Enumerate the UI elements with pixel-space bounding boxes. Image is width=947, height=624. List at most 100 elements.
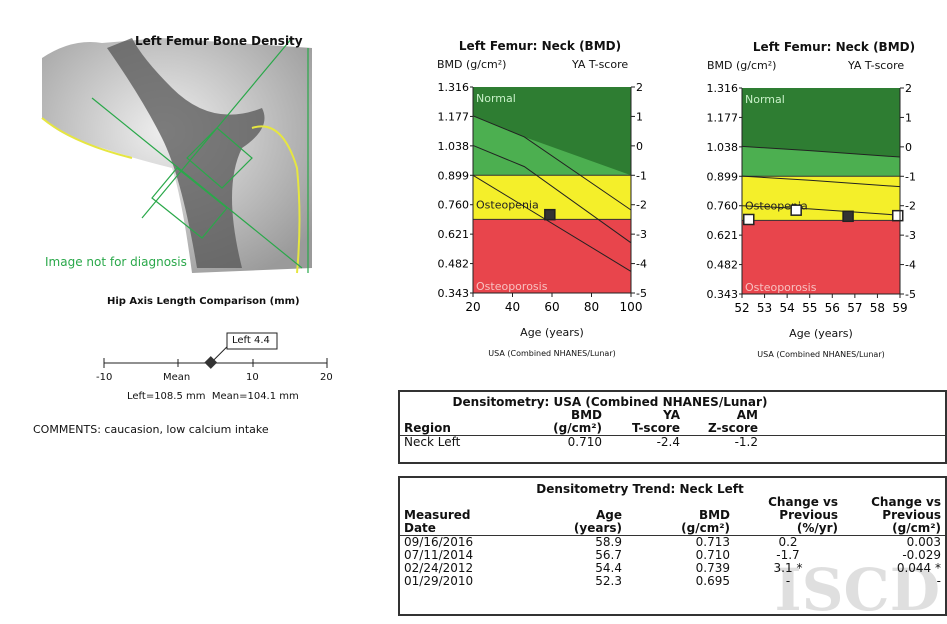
cell-pct: 3.1 * xyxy=(773,561,803,575)
y-tick-label: 1.038 xyxy=(707,141,739,154)
x-tick-label: 58 xyxy=(870,301,885,315)
reference-source: USA (Combined NHANES/Lunar) xyxy=(757,350,885,359)
header-bmd: BMD xyxy=(698,508,730,522)
y-tick-label: 0.760 xyxy=(707,200,739,213)
hip-tick-label: 20 xyxy=(320,372,333,383)
y-tick-label: 1.177 xyxy=(438,110,470,123)
y-tick-label: 0.899 xyxy=(707,170,739,183)
header-bmd-unit: (g/cm²) xyxy=(681,521,730,535)
image-disclaimer: Image not for diagnosis xyxy=(45,255,187,269)
cell-tscore: -2.4 xyxy=(606,435,684,449)
y-tick-label: 0.899 xyxy=(438,169,470,182)
x-tick-label: 40 xyxy=(505,300,520,314)
y-tick-label: 0.482 xyxy=(707,259,739,272)
reference-curve xyxy=(472,144,632,244)
header-tscore: T-score xyxy=(632,421,680,435)
densitometry-title: Densitometry: USA (Combined NHANES/Lunar… xyxy=(452,395,768,409)
x-tick-label: 80 xyxy=(584,300,599,314)
header-measured: Measured xyxy=(404,508,471,522)
cell-age: 54.4 xyxy=(595,561,622,575)
chart-title: Left Femur: Neck (BMD) xyxy=(752,40,916,54)
cell-date: 07/11/2014 xyxy=(404,548,474,562)
y2-tick-label: -4 xyxy=(636,258,647,271)
y2-tick-label: -3 xyxy=(905,229,916,242)
header-region: Region xyxy=(404,421,451,435)
y2-tick-label: -2 xyxy=(905,200,916,213)
cell-bmd: 0.710 xyxy=(695,548,730,562)
x-tick-label: 55 xyxy=(802,301,817,315)
header-am: AM xyxy=(736,408,758,422)
zone-label: Osteoporosis xyxy=(745,281,817,294)
cell-date: 02/24/2012 xyxy=(404,561,474,575)
table-row: 09/16/2016 58.9 0.713 0.2 0.003 xyxy=(400,535,945,549)
comments: COMMENTS: caucasion, low calcium intake xyxy=(33,423,269,436)
y2-tick-label: -3 xyxy=(636,228,647,241)
x-axis-label: Age (years) xyxy=(789,327,853,340)
cell-abs: -0.029 xyxy=(902,548,941,562)
x-axis-label: Age (years) xyxy=(520,326,584,339)
bmd-age-chart-lifetime: Left Femur: Neck (BMD) BMD (g/cm²) YA T-… xyxy=(420,30,660,370)
hip-tick-label: 10 xyxy=(246,372,259,383)
cell-bmd: 0.710 xyxy=(518,435,606,449)
cell-age: 58.9 xyxy=(528,535,626,549)
hip-axis-marker-label: Left 4.4 xyxy=(232,335,270,346)
x-tick-label: 54 xyxy=(780,301,795,315)
cell-zscore: -1.2 xyxy=(684,435,762,449)
x-tick-label: 59 xyxy=(892,301,907,315)
cell-abs: 0.003 xyxy=(842,535,945,549)
data-point xyxy=(891,209,904,222)
header-previous: Previous xyxy=(882,508,941,522)
table-row: 02/24/2012 54.4 0.739 3.1 * 0.044 * xyxy=(400,562,945,575)
y-tick-label: 1.177 xyxy=(707,111,739,124)
header-ya: YA xyxy=(663,408,680,422)
reference-curve xyxy=(741,145,901,158)
cell-pct: 0.2 xyxy=(734,535,842,549)
zone-label: Osteoporosis xyxy=(476,280,548,293)
cell-bmd: 0.713 xyxy=(626,535,734,549)
normal-reference-band xyxy=(473,115,631,176)
y-tick-label: 1.316 xyxy=(438,81,470,94)
header-age: Age xyxy=(595,508,622,522)
cell-region: Neck Left xyxy=(400,435,518,449)
y2-tick-label: 0 xyxy=(636,140,643,153)
header-abs-unit: (g/cm²) xyxy=(892,521,941,535)
cell-age: 56.7 xyxy=(595,548,622,562)
cell-bmd: 0.739 xyxy=(695,561,730,575)
y2-tick-label: 0 xyxy=(905,141,912,154)
trend-title: Densitometry Trend: Neck Left xyxy=(536,482,744,496)
reference-curve xyxy=(741,205,901,216)
y-tick-label: 1.038 xyxy=(438,140,470,153)
cell-bmd: 0.695 xyxy=(695,574,730,588)
reference-curve xyxy=(472,115,632,211)
header-date: Date xyxy=(404,521,436,535)
data-point xyxy=(842,210,854,223)
reference-source: USA (Combined NHANES/Lunar) xyxy=(488,349,616,358)
cell-age: 52.3 xyxy=(595,574,622,588)
zone-label: Normal xyxy=(745,93,785,106)
data-point xyxy=(743,213,755,226)
y2-axis-label: YA T-score xyxy=(848,59,905,72)
y-tick-label: 0.760 xyxy=(438,199,470,212)
cell-abs: - xyxy=(936,574,941,588)
y-axis-label: BMD (g/cm²) xyxy=(437,58,507,71)
y-tick-label: 0.482 xyxy=(438,258,470,271)
header-bmd: BMD xyxy=(570,408,602,422)
table-row: 07/11/2014 56.7 0.710 -1.7 -0.029 xyxy=(400,549,945,562)
cell-date: 01/29/2010 xyxy=(404,574,474,588)
header-previous: Previous xyxy=(779,508,838,522)
header-pct-unit: (%/yr) xyxy=(796,521,838,535)
hip-axis-summary: Left=108.5 mm Mean=104.1 mm xyxy=(127,391,299,402)
normal-reference-band xyxy=(742,146,900,177)
densitometry-table: Densitometry: USA (Combined NHANES/Lunar… xyxy=(398,390,947,464)
cell-abs: 0.044 * xyxy=(896,561,941,575)
y2-tick-label: -2 xyxy=(636,199,647,212)
y-tick-label: 0.621 xyxy=(438,228,470,241)
iscd-watermark: ISCD xyxy=(774,556,940,624)
zone-label: Normal xyxy=(476,92,516,105)
y-tick-label: 0.343 xyxy=(438,287,470,300)
y-tick-label: 1.316 xyxy=(707,82,739,95)
hip-tick-label: Mean xyxy=(163,372,191,383)
y-axis-label: BMD (g/cm²) xyxy=(707,59,777,72)
hip-axis-marker xyxy=(204,356,218,369)
header-age-unit: (years) xyxy=(573,521,622,535)
